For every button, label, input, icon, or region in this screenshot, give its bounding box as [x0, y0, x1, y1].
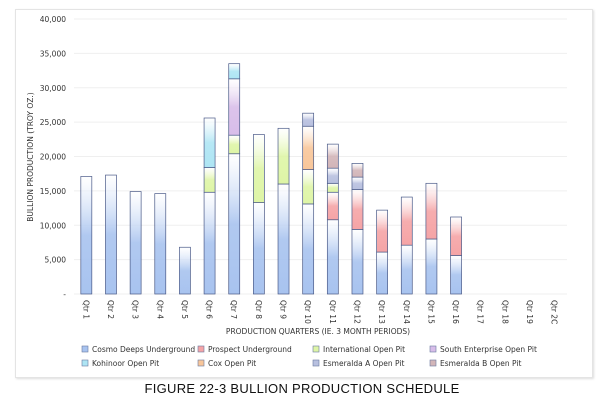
bar-segment	[80, 176, 93, 295]
legend-label: Cox Open Pit	[208, 359, 256, 368]
x-tick-label: Qtr 9	[279, 300, 288, 319]
x-tick-label: Qtr 7	[229, 300, 238, 319]
bar-segment	[400, 196, 413, 246]
x-tick-label: Qtr 15	[426, 300, 435, 324]
x-axis-label: PRODUCTION QUARTERS (IE. 3 MONTH PERIODS…	[226, 327, 410, 336]
bar-segment	[302, 203, 315, 295]
bar-segment	[351, 176, 364, 190]
bar-segment	[203, 191, 216, 295]
bar-segment	[376, 251, 388, 295]
x-tick-label: Qtr 3	[131, 300, 140, 319]
x-tick-label: Qtr 5	[180, 300, 189, 319]
y-axis-ticks: - 5,000 10,000 15,000 20,000 25,000 30,000 35,0…	[40, 15, 67, 299]
x-tick-label: Qtr 1	[81, 300, 90, 319]
legend-swatch	[429, 345, 437, 353]
gridlines	[74, 18, 567, 295]
y-tick-label: 15,000	[40, 187, 66, 196]
y-tick-label: 35,000	[40, 49, 66, 58]
bar-segment	[425, 182, 438, 240]
x-tick-label: Qtr 6	[205, 300, 214, 319]
x-tick-label: Qtr 11	[328, 300, 337, 324]
bar-segment	[326, 182, 339, 193]
bar-segment	[326, 143, 339, 169]
bar-segment	[326, 219, 339, 295]
bar-segment	[400, 244, 413, 295]
x-tick-label: Qtr 13	[377, 300, 386, 324]
x-tick-label: Qtr 12	[352, 300, 361, 324]
bar-segment	[154, 193, 167, 295]
bar-segment	[302, 169, 315, 205]
bar-segment	[228, 153, 241, 295]
y-tick-label: -	[63, 290, 66, 299]
legend-swatch	[312, 345, 320, 353]
bar-segment	[203, 167, 216, 193]
bar-segment	[129, 191, 142, 295]
legend-swatch	[312, 359, 320, 367]
x-tick-label: Qtr 10	[303, 300, 312, 324]
legend-label: International Open Pit	[323, 345, 405, 354]
bar-segment	[228, 78, 241, 136]
bar-segment	[351, 163, 364, 178]
legend-label: South Enterprise Open Pit	[440, 345, 537, 354]
y-axis-label: BULLION PRODUCTION (TROY OZ.)	[26, 92, 35, 222]
bar-segment	[450, 216, 462, 256]
bar-segment	[228, 63, 241, 80]
legend: Cosmo Deeps Underground Prospect Undergro…	[81, 345, 537, 368]
bar-segment	[326, 167, 339, 184]
bar-segment	[253, 202, 265, 295]
bullion-production-chart: - 5,000 10,000 15,000 20,000 25,000 30,000 35,0…	[26, 15, 567, 368]
legend-label: Esmeralda A Open Pit	[323, 359, 404, 368]
y-tick-label: 30,000	[40, 84, 66, 93]
y-tick-label: 20,000	[40, 153, 66, 162]
x-tick-label: Qtr 17	[476, 300, 485, 324]
x-axis-ticks: Qtr 1 Qtr 2 Qtr 3 Qtr 4 Qtr 5 Qtr 6 Qtr 7 Qtr 8…	[81, 300, 558, 324]
legend-label: Cosmo Deeps Underground	[92, 345, 195, 354]
bar-segment	[376, 209, 388, 253]
bar-segment	[277, 127, 290, 185]
legend-swatch	[429, 359, 437, 367]
legend-label: Prospect Underground	[208, 345, 292, 354]
legend-label: Esmeralda B Open Pit	[440, 359, 521, 368]
x-tick-label: Qtr 18	[500, 300, 509, 324]
y-tick-label: 25,000	[40, 118, 66, 127]
bar-segment	[425, 238, 438, 295]
bar-segment	[277, 183, 290, 295]
figure-caption: FIGURE 22-3 BULLION PRODUCTION SCHEDULE	[144, 381, 460, 396]
bar-segment	[228, 134, 241, 155]
x-tick-label: Qtr 16	[451, 300, 460, 324]
x-tick-label: Qtr 14	[402, 300, 411, 324]
chart-frame	[15, 9, 593, 378]
bar-segment	[450, 255, 462, 295]
legend-swatch	[81, 359, 89, 367]
legend-swatch	[81, 345, 89, 353]
bar-segment	[351, 229, 364, 295]
bars	[80, 63, 462, 295]
y-tick-label: 40,000	[40, 15, 66, 24]
legend-swatch	[197, 359, 205, 367]
x-tick-label: Qtr 4	[155, 300, 164, 319]
bar-segment	[253, 134, 265, 203]
y-tick-label: 5,000	[45, 256, 67, 265]
x-tick-label: Qtr 2C	[550, 300, 559, 324]
legend-label: Kohinoor Open Pit	[92, 359, 159, 368]
bar-segment	[203, 117, 216, 168]
x-tick-label: Qtr 8	[254, 300, 263, 319]
bar-segment	[302, 112, 315, 127]
x-tick-label: Qtr 2	[106, 300, 115, 319]
bar-segment	[351, 189, 364, 230]
bar-segment	[105, 174, 117, 295]
bar-segment	[179, 246, 191, 295]
legend-swatch	[197, 345, 205, 353]
bar-segment	[326, 191, 339, 221]
y-tick-label: 10,000	[40, 221, 66, 230]
bar-segment	[302, 125, 315, 170]
x-tick-label: Qtr 19	[525, 300, 534, 324]
